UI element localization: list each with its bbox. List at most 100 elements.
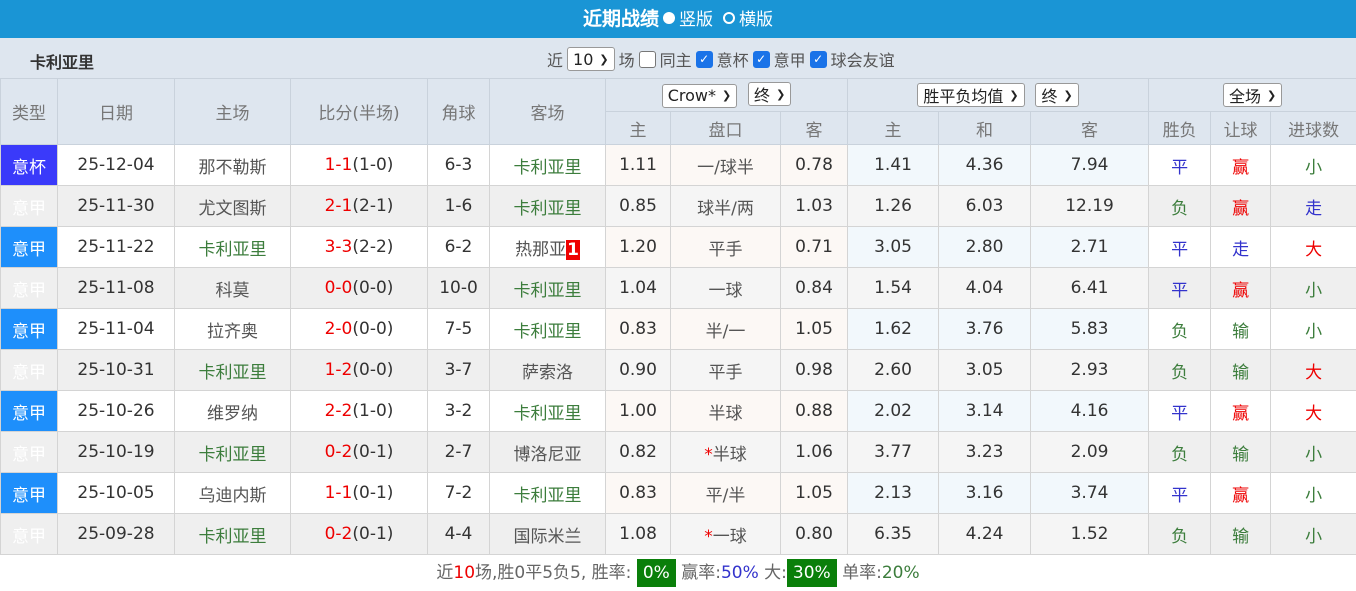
half-time-score: (1-0) bbox=[352, 155, 393, 175]
full-time-score: 1-1 bbox=[325, 155, 353, 175]
company-select[interactable]: Crow*❯ bbox=[662, 84, 738, 108]
handicap-line: 一球 bbox=[671, 268, 781, 309]
home-team[interactable]: 乌迪内斯 bbox=[175, 473, 291, 514]
score[interactable]: 1-1(0-1) bbox=[291, 473, 428, 514]
same-home-checkbox[interactable] bbox=[639, 51, 656, 68]
home-team[interactable]: 拉齐奥 bbox=[175, 309, 291, 350]
away-team-name[interactable]: 卡利亚里 bbox=[514, 322, 582, 342]
odds-draw: 3.23 bbox=[939, 432, 1031, 473]
home-team-name[interactable]: 科莫 bbox=[216, 281, 250, 301]
away-team-name[interactable]: 国际米兰 bbox=[514, 527, 582, 547]
away-team[interactable]: 萨索洛 bbox=[490, 350, 606, 391]
odds-final-select[interactable]: 终❯ bbox=[1035, 83, 1078, 107]
result-handicap: 赢 bbox=[1211, 186, 1271, 227]
odds-draw: 3.16 bbox=[939, 473, 1031, 514]
corners: 2-7 bbox=[428, 432, 490, 473]
handicap-home: 0.90 bbox=[606, 350, 671, 391]
home-team[interactable]: 尤文图斯 bbox=[175, 186, 291, 227]
table-row[interactable]: 意杯 25-12-04 那不勒斯 1-1(1-0) 6-3 卡利亚里 1.11 … bbox=[1, 145, 1356, 186]
away-team[interactable]: 卡利亚里 bbox=[490, 309, 606, 350]
score[interactable]: 0-2(0-1) bbox=[291, 432, 428, 473]
full-time-score: 2-2 bbox=[325, 401, 353, 421]
handicap-final-select[interactable]: 终❯ bbox=[748, 82, 791, 106]
home-team[interactable]: 维罗纳 bbox=[175, 391, 291, 432]
radio-vertical[interactable] bbox=[663, 12, 675, 24]
corners: 3-2 bbox=[428, 391, 490, 432]
score[interactable]: 0-0(0-0) bbox=[291, 268, 428, 309]
home-team[interactable]: 卡利亚里 bbox=[175, 514, 291, 555]
away-team[interactable]: 卡利亚里 bbox=[490, 186, 606, 227]
home-team[interactable]: 卡利亚里 bbox=[175, 350, 291, 391]
table-row[interactable]: 意甲 25-11-30 尤文图斯 2-1(2-1) 1-6 卡利亚里 0.85 … bbox=[1, 186, 1356, 227]
match-date: 25-10-26 bbox=[58, 391, 175, 432]
odds-away: 4.16 bbox=[1031, 391, 1149, 432]
away-team-name[interactable]: 卡利亚里 bbox=[514, 158, 582, 178]
match-date: 25-11-22 bbox=[58, 227, 175, 268]
away-team-name[interactable]: 卡利亚里 bbox=[514, 199, 582, 219]
score[interactable]: 2-0(0-0) bbox=[291, 309, 428, 350]
handicap-line-value: 平手 bbox=[709, 363, 743, 383]
table-row[interactable]: 意甲 25-10-05 乌迪内斯 1-1(0-1) 7-2 卡利亚里 0.83 … bbox=[1, 473, 1356, 514]
home-team-name[interactable]: 卡利亚里 bbox=[199, 445, 267, 465]
coppa-checkbox[interactable]: ✓ bbox=[696, 51, 713, 68]
corners: 3-7 bbox=[428, 350, 490, 391]
away-team-name[interactable]: 卡利亚里 bbox=[514, 281, 582, 301]
table-row[interactable]: 意甲 25-10-19 卡利亚里 0-2(0-1) 2-7 博洛尼亚 0.82 … bbox=[1, 432, 1356, 473]
table-row[interactable]: 意甲 25-10-26 维罗纳 2-2(1-0) 3-2 卡利亚里 1.00 半… bbox=[1, 391, 1356, 432]
away-team-name[interactable]: 萨索洛 bbox=[522, 363, 573, 383]
radio-horizontal[interactable] bbox=[723, 12, 735, 24]
handicap-line-value: 半球 bbox=[709, 404, 743, 424]
away-team[interactable]: 热那亚1 bbox=[490, 227, 606, 268]
away-team[interactable]: 博洛尼亚 bbox=[490, 432, 606, 473]
horizontal-label[interactable]: 横版 bbox=[739, 10, 773, 30]
away-team-name[interactable]: 卡利亚里 bbox=[514, 486, 582, 506]
away-team[interactable]: 卡利亚里 bbox=[490, 145, 606, 186]
table-row[interactable]: 意甲 25-10-31 卡利亚里 1-2(0-0) 3-7 萨索洛 0.90 平… bbox=[1, 350, 1356, 391]
score[interactable]: 2-2(1-0) bbox=[291, 391, 428, 432]
table-row[interactable]: 意甲 25-11-08 科莫 0-0(0-0) 10-0 卡利亚里 1.04 一… bbox=[1, 268, 1356, 309]
home-team-name[interactable]: 卡利亚里 bbox=[199, 527, 267, 547]
result-goals: 大 bbox=[1271, 227, 1356, 268]
away-team[interactable]: 国际米兰 bbox=[490, 514, 606, 555]
corners: 6-3 bbox=[428, 145, 490, 186]
home-team-name[interactable]: 拉齐奥 bbox=[207, 322, 258, 342]
full-time-score: 0-2 bbox=[325, 524, 353, 544]
away-team[interactable]: 卡利亚里 bbox=[490, 391, 606, 432]
home-team-name[interactable]: 卡利亚里 bbox=[199, 363, 267, 383]
col-date: 日期 bbox=[58, 79, 175, 145]
odds-home: 1.54 bbox=[848, 268, 939, 309]
serie-a-checkbox[interactable]: ✓ bbox=[753, 51, 770, 68]
score[interactable]: 3-3(2-2) bbox=[291, 227, 428, 268]
table-row[interactable]: 意甲 25-09-28 卡利亚里 0-2(0-1) 4-4 国际米兰 1.08 … bbox=[1, 514, 1356, 555]
handicap-line: 平手 bbox=[671, 350, 781, 391]
home-team[interactable]: 卡利亚里 bbox=[175, 432, 291, 473]
friendly-checkbox[interactable]: ✓ bbox=[810, 51, 827, 68]
away-team[interactable]: 卡利亚里 bbox=[490, 473, 606, 514]
match-type: 意甲 bbox=[1, 473, 58, 514]
odd-rate: 20% bbox=[882, 563, 920, 583]
field-label: 场 bbox=[619, 47, 635, 71]
home-team[interactable]: 科莫 bbox=[175, 268, 291, 309]
home-team-name[interactable]: 维罗纳 bbox=[207, 404, 258, 424]
odds-type-select[interactable]: 胜平负均值❯ bbox=[917, 83, 1024, 107]
table-row[interactable]: 意甲 25-11-04 拉齐奥 2-0(0-0) 7-5 卡利亚里 0.83 半… bbox=[1, 309, 1356, 350]
score[interactable]: 2-1(2-1) bbox=[291, 186, 428, 227]
away-team[interactable]: 卡利亚里 bbox=[490, 268, 606, 309]
scope-select[interactable]: 全场❯ bbox=[1223, 83, 1282, 107]
away-team-name[interactable]: 热那亚 bbox=[515, 240, 566, 260]
home-team[interactable]: 那不勒斯 bbox=[175, 145, 291, 186]
away-team-name[interactable]: 卡利亚里 bbox=[514, 404, 582, 424]
corners: 4-4 bbox=[428, 514, 490, 555]
score[interactable]: 1-2(0-0) bbox=[291, 350, 428, 391]
score[interactable]: 1-1(1-0) bbox=[291, 145, 428, 186]
home-team-name[interactable]: 卡利亚里 bbox=[199, 240, 267, 260]
score[interactable]: 0-2(0-1) bbox=[291, 514, 428, 555]
match-count-select[interactable]: 10❯ bbox=[567, 47, 615, 71]
home-team[interactable]: 卡利亚里 bbox=[175, 227, 291, 268]
table-row[interactable]: 意甲 25-11-22 卡利亚里 3-3(2-2) 6-2 热那亚1 1.20 … bbox=[1, 227, 1356, 268]
home-team-name[interactable]: 尤文图斯 bbox=[199, 199, 267, 219]
vertical-label[interactable]: 竖版 bbox=[679, 10, 713, 30]
home-team-name[interactable]: 乌迪内斯 bbox=[199, 486, 267, 506]
home-team-name[interactable]: 那不勒斯 bbox=[199, 158, 267, 178]
away-team-name[interactable]: 博洛尼亚 bbox=[514, 445, 582, 465]
